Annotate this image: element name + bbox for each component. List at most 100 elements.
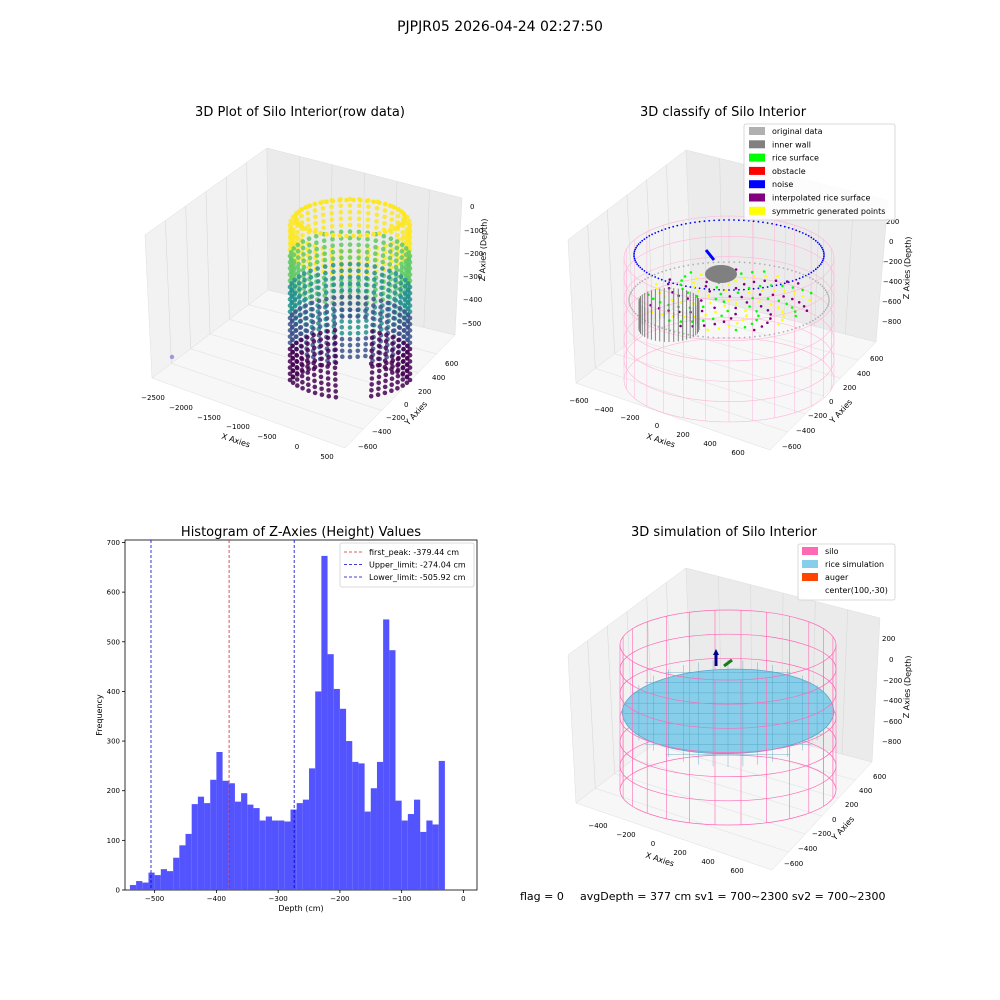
raw-point <box>369 342 375 347</box>
raw-point <box>333 383 338 388</box>
raw-point <box>364 262 370 268</box>
raw-point <box>401 328 407 333</box>
raw-point <box>326 388 331 393</box>
histogram-bar <box>253 808 260 890</box>
histogram-bar <box>234 801 242 890</box>
raw-point <box>312 229 318 235</box>
grid-line <box>361 172 365 313</box>
raw-point <box>383 378 388 384</box>
original-point <box>778 266 780 268</box>
raw-point <box>293 328 299 333</box>
raw-point <box>339 255 344 261</box>
raw-point <box>302 284 308 289</box>
raw-point <box>319 350 324 355</box>
figure-suptitle: PJPJR05 2026-04-24 02:27:50 <box>397 19 603 35</box>
original-point <box>633 287 635 290</box>
raw-point <box>329 211 335 216</box>
legend-swatch <box>802 547 818 555</box>
raw-point <box>399 248 405 254</box>
raw-point <box>356 319 361 324</box>
raw-point <box>287 352 293 358</box>
noise-point <box>812 238 815 241</box>
raw-point <box>299 213 305 219</box>
raw-point <box>331 275 336 281</box>
original-point <box>650 275 653 277</box>
raw-point <box>387 228 393 233</box>
raw-point <box>312 201 318 207</box>
raw-point <box>371 199 376 204</box>
histogram-x-ticks: −500 −400 −300 −200 −100 0 <box>145 890 466 903</box>
raw-x-tick: −2500 <box>141 394 165 402</box>
raw-y-tick: 600 <box>445 360 458 368</box>
surface-point <box>755 318 758 322</box>
raw-z-tick: −400 <box>463 296 482 304</box>
surface-point <box>680 301 683 304</box>
surface-point <box>757 314 760 318</box>
raw-point <box>326 382 331 387</box>
surface-point <box>782 295 785 298</box>
surface-point <box>790 306 794 309</box>
raw-point <box>300 233 305 238</box>
raw-point <box>347 203 353 208</box>
raw-point <box>309 294 315 299</box>
surface-point <box>720 314 723 318</box>
raw-point <box>400 365 406 371</box>
original-point <box>707 261 710 264</box>
surface-point <box>740 295 743 299</box>
raw-point <box>339 301 345 306</box>
raw-point <box>347 242 353 247</box>
original-point <box>661 270 663 273</box>
surface-point <box>752 280 756 284</box>
raw-point <box>313 221 318 226</box>
raw-point <box>323 270 328 276</box>
classify-3d-z-ticks: 200 0 −200 −400 −600 −800 <box>882 218 902 326</box>
original-point <box>629 293 632 295</box>
histogram-bar <box>432 824 439 890</box>
noise-point <box>636 263 639 265</box>
surface-point <box>715 286 719 289</box>
surface-point <box>713 322 717 326</box>
raw-point <box>355 288 361 293</box>
raw-point <box>319 363 325 368</box>
raw-point <box>382 358 388 364</box>
raw-point <box>306 388 311 394</box>
raw-point <box>297 293 303 298</box>
raw-point <box>294 340 299 346</box>
raw-point <box>298 312 303 318</box>
raw-point <box>402 283 408 289</box>
classify-3d-y-ticks: 600 400 200 0 −200 −400 −600 <box>782 355 883 451</box>
raw-point <box>302 277 307 283</box>
raw-point <box>407 377 413 383</box>
surface-point <box>785 280 789 283</box>
raw-point <box>391 309 397 315</box>
raw-point <box>310 307 315 312</box>
surface-point <box>744 309 747 313</box>
surface-point <box>702 324 706 327</box>
surface-point <box>781 318 784 322</box>
raw-point <box>389 223 394 229</box>
original-point <box>722 337 725 339</box>
raw-point <box>405 331 410 336</box>
silo-ring-front <box>619 669 837 705</box>
simulation-z-tick: −200 <box>883 677 902 685</box>
raw-point <box>340 314 345 319</box>
raw-point <box>339 307 345 313</box>
simulation-z-tick: 200 <box>882 635 895 643</box>
raw-point <box>320 212 326 218</box>
original-point <box>782 331 785 333</box>
legend-label: interpolated rice surface <box>772 194 870 203</box>
raw-point <box>392 303 397 308</box>
raw-point <box>325 342 331 347</box>
original-point <box>712 261 715 264</box>
noise-point <box>823 252 825 255</box>
raw-point <box>326 361 332 367</box>
noise-point <box>718 288 720 291</box>
original-point <box>657 326 660 328</box>
raw-point <box>405 318 411 324</box>
raw-point <box>403 265 409 270</box>
noise-point <box>823 254 825 256</box>
raw-point <box>306 360 311 366</box>
surface-point <box>713 306 716 310</box>
surface-point <box>697 289 700 293</box>
noise-point <box>762 286 764 289</box>
